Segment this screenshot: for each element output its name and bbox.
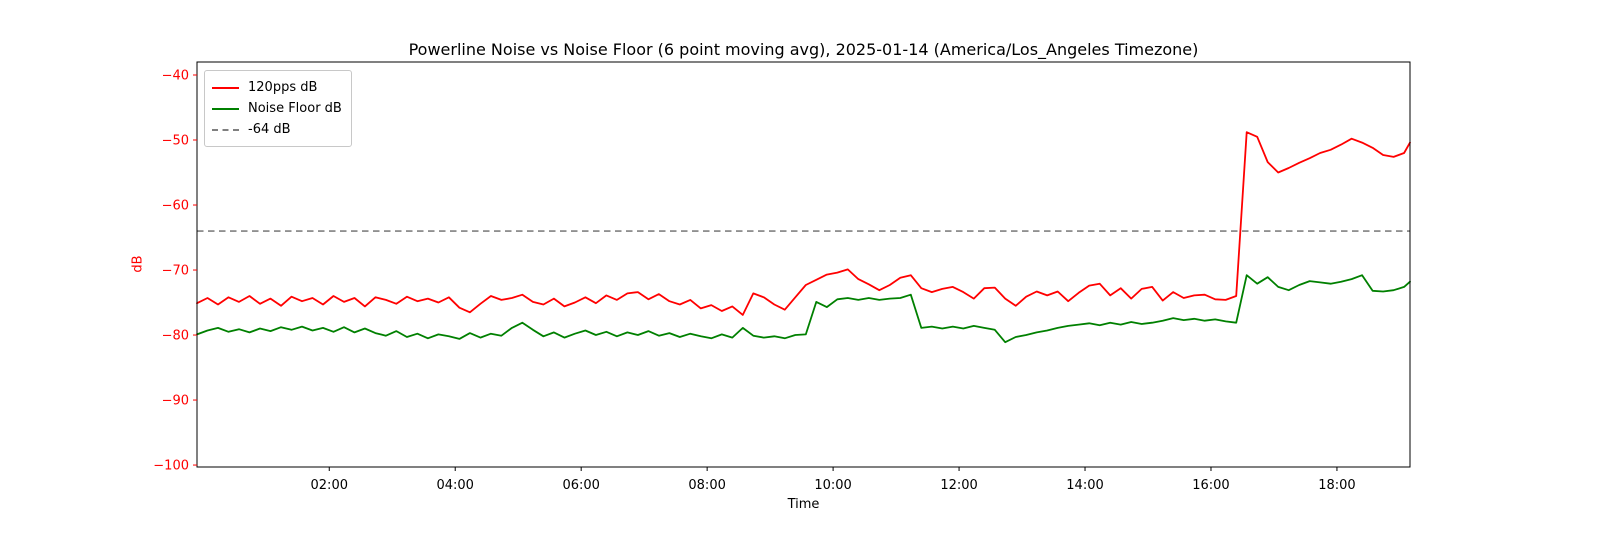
y-tick-label: −90 bbox=[162, 394, 189, 409]
x-tick-label: 12:00 bbox=[940, 478, 977, 493]
legend-entry-threshold: -64 dB bbox=[212, 119, 342, 140]
legend-entry-noise-floor: Noise Floor dB bbox=[212, 98, 342, 119]
y-tick-label: −100 bbox=[153, 459, 189, 474]
legend-entry-120pps: 120pps dB bbox=[212, 77, 342, 98]
y-tick-label: −60 bbox=[162, 199, 189, 214]
series-line-noise-floor bbox=[196, 274, 1411, 344]
legend-line-sample-red bbox=[212, 86, 239, 89]
x-tick-label: 18:00 bbox=[1318, 478, 1355, 493]
x-tick-label: 16:00 bbox=[1192, 478, 1229, 493]
y-axis-title: dB bbox=[130, 255, 146, 273]
legend-line-sample-dashed-gray bbox=[212, 128, 239, 131]
x-tick-label: 02:00 bbox=[311, 478, 348, 493]
chart-title: Powerline Noise vs Noise Floor (6 point … bbox=[408, 40, 1199, 59]
legend-label: Noise Floor dB bbox=[248, 101, 342, 116]
series-line-120pps bbox=[196, 131, 1411, 316]
y-tick-label: −70 bbox=[162, 264, 189, 279]
x-tick-label: 08:00 bbox=[688, 478, 725, 493]
x-axis-title: Time bbox=[787, 497, 820, 512]
y-tick-label: −40 bbox=[162, 69, 189, 84]
y-tick-label: −50 bbox=[162, 134, 189, 149]
legend-label: -64 dB bbox=[248, 122, 291, 137]
legend-label: 120pps dB bbox=[248, 80, 318, 95]
x-tick-label: 06:00 bbox=[562, 478, 599, 493]
legend-line-sample-green bbox=[212, 107, 239, 110]
x-tick-label: 14:00 bbox=[1066, 478, 1103, 493]
axes-frame bbox=[196, 61, 1411, 468]
x-tick-label: 04:00 bbox=[436, 478, 473, 493]
x-tick-label: 10:00 bbox=[814, 478, 851, 493]
legend: 120pps dB Noise Floor dB -64 dB bbox=[204, 70, 352, 147]
y-tick-label: −80 bbox=[162, 329, 189, 344]
